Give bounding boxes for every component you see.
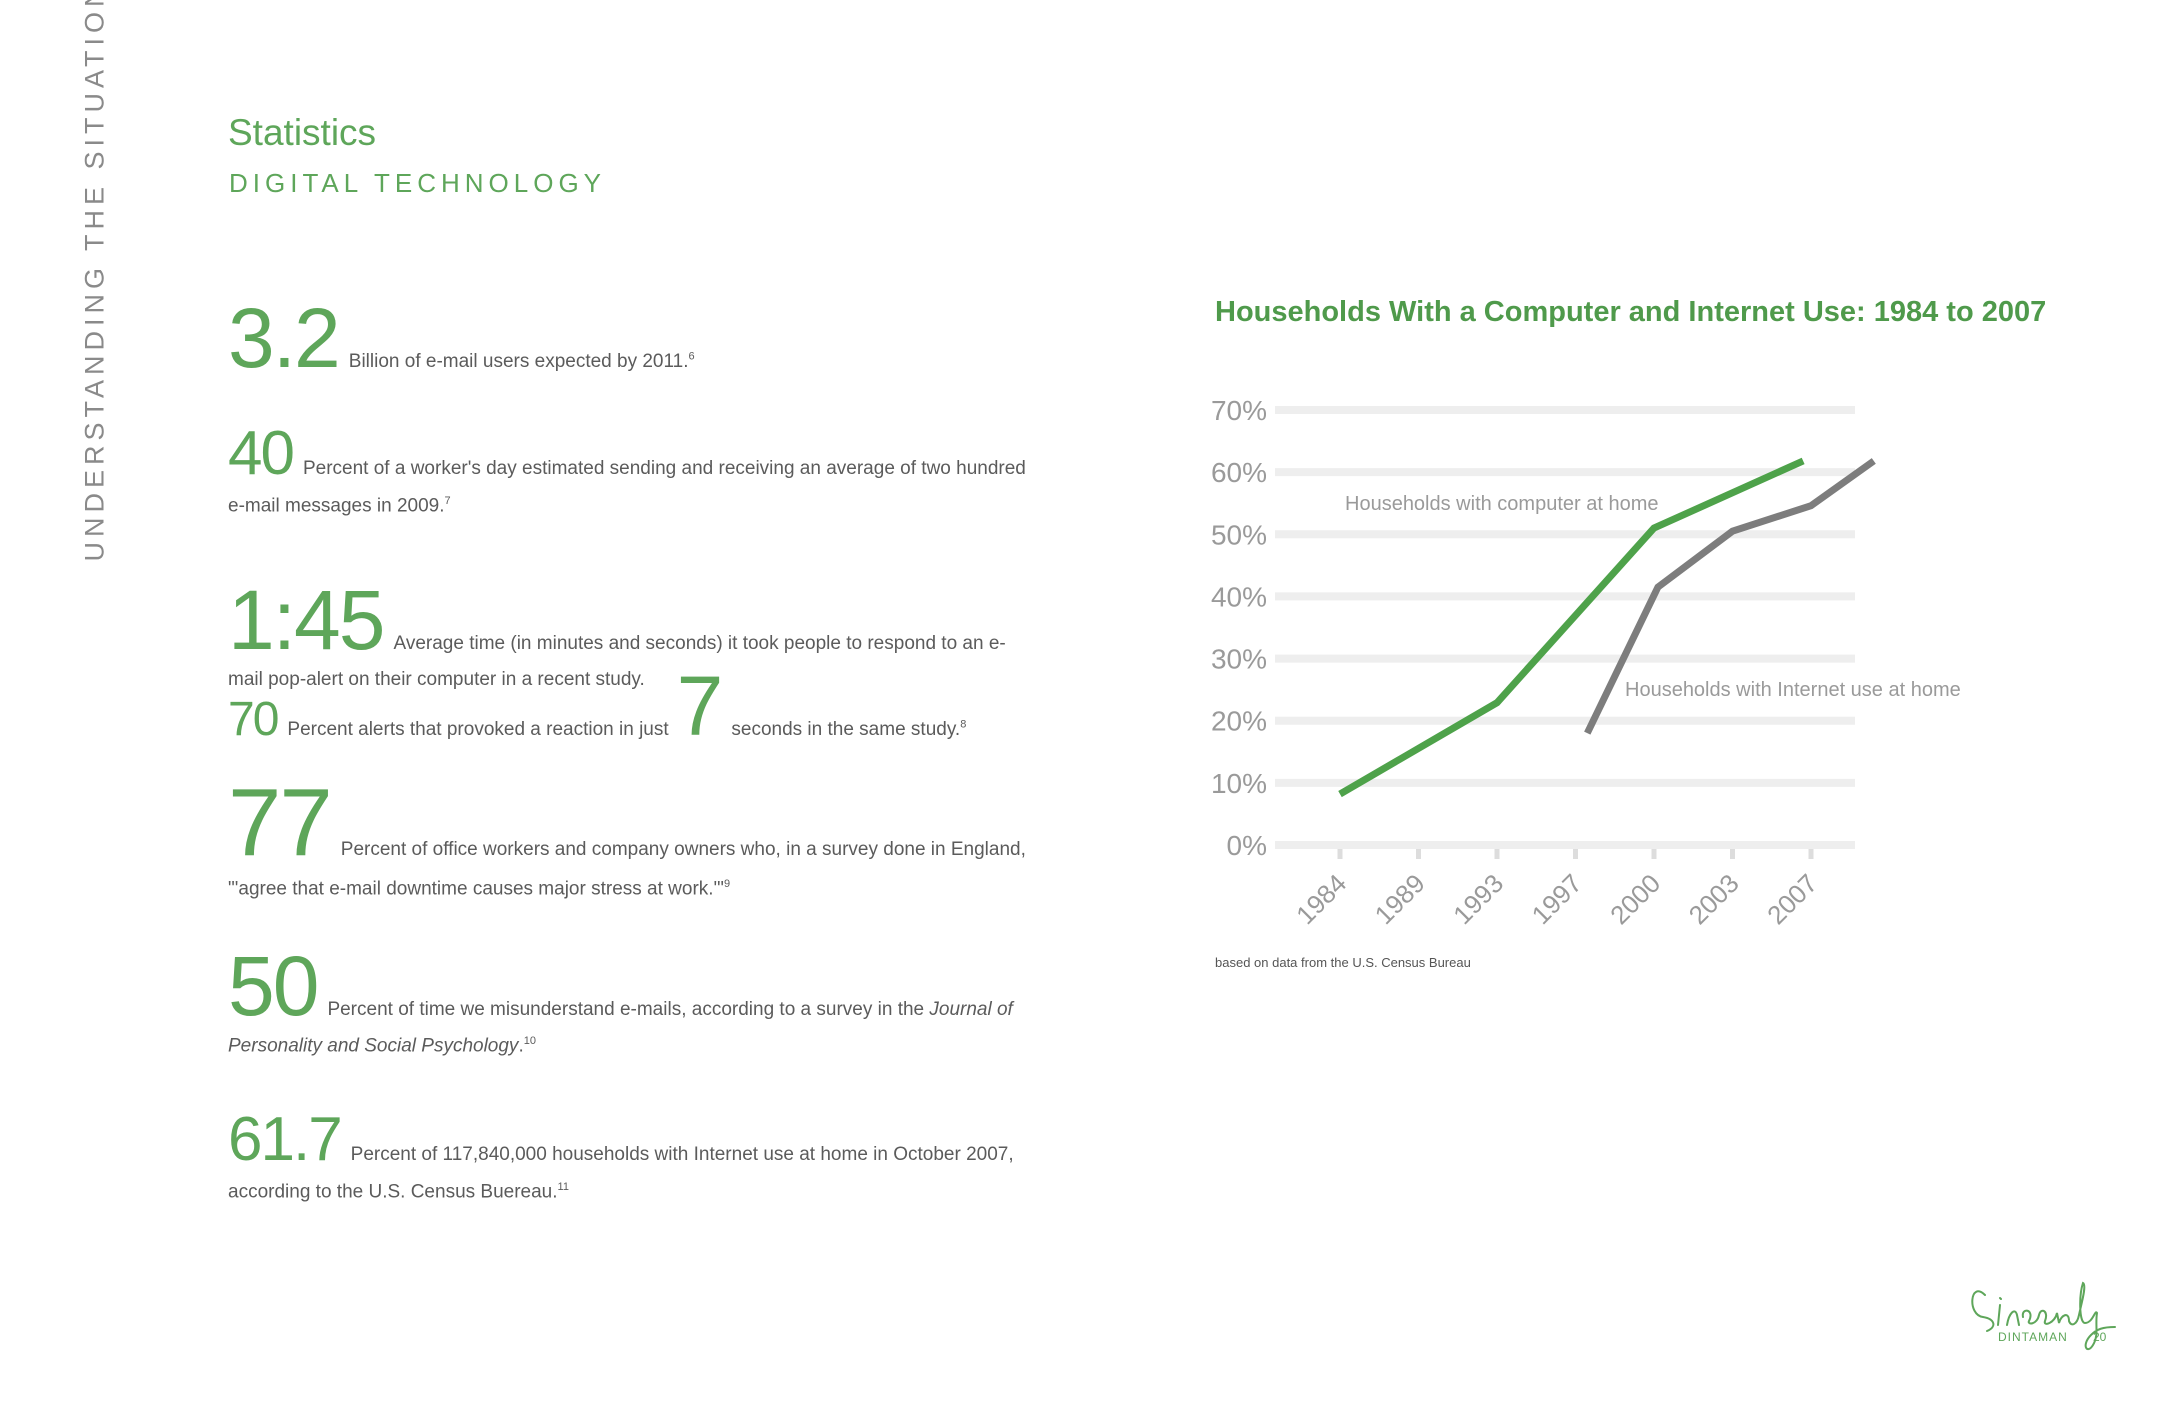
stat-number: 40	[228, 419, 295, 488]
x-tick-label: 1984	[1290, 868, 1352, 930]
stat-text-continued: e-mail messages in 2009.	[228, 495, 445, 517]
stat-text: Percent of a worker's day estimated send…	[302, 458, 1026, 479]
y-tick-label: 70%	[1211, 395, 1267, 426]
line-chart: 0% 10% 20% 30% 40% 50% 60% 70% 1984 1989 1993 1997 2…	[1211, 395, 1961, 930]
y-tick-label: 10%	[1211, 768, 1267, 799]
stat-number: 61.7	[228, 1105, 343, 1174]
stat-item: 61.7 Percent of 117,840,000 households wi…	[228, 1104, 1014, 1203]
stat-text-continued: mail pop-alert on their computer in a re…	[228, 669, 645, 690]
page-heading: Statistics	[228, 112, 377, 153]
series-label: Households with Internet use at home	[1625, 679, 1961, 701]
side-title: UNDERSTANDING THE SITUATION	[79, 0, 110, 562]
footnote-ref: 9	[723, 878, 731, 890]
stat-item: 77 Percent of office workers and company …	[228, 768, 1026, 900]
stat-text-continued: according to the U.S. Census Buereau.	[228, 1181, 558, 1203]
footnote-ref: 10	[523, 1035, 536, 1047]
page-subheading: DIGITAL TECHNOLOGY	[229, 168, 607, 198]
stat-item: 40 Percent of a worker's day estimated se…	[228, 418, 1026, 517]
stat-text-continued: seconds in the same study.	[731, 719, 961, 740]
stat-text: Billion of e-mail users expected by 2011…	[348, 351, 689, 372]
stat-item: 3.2 Billion of e-mail users expected by 2…	[228, 290, 988, 387]
stat-text-continued: "'agree that e-mail downtime causes majo…	[228, 878, 724, 900]
stat-item: 70 Percent alerts that provoked a reactio…	[228, 658, 988, 755]
footnote-ref: 7	[444, 495, 451, 507]
author-name: DINTAMAN	[1998, 1330, 2068, 1344]
signature-logo	[1971, 1281, 2116, 1351]
stat-text: Percent of office workers and company ow…	[340, 839, 1026, 860]
chart-source: based on data from the U.S. Census Burea…	[1215, 955, 1471, 970]
y-tick-label: 0%	[1227, 830, 1267, 861]
series-label: Households with computer at home	[1345, 493, 1659, 515]
stat-number: 3.2	[228, 291, 341, 385]
journal-title-continued: Personality and Social Psychology	[228, 1035, 519, 1057]
x-tick-label: 2007	[1761, 868, 1823, 930]
stat-text: Percent of 117,840,000 households with I…	[350, 1144, 1014, 1165]
series-line	[1584, 458, 1876, 735]
stat-number: 77	[228, 769, 333, 876]
chart-title: Households With a Computer and Internet …	[1215, 296, 2047, 328]
x-tick-label: 2003	[1683, 868, 1745, 930]
stat-item: 50 Percent of time we misunderstand e-mai…	[228, 938, 1013, 1057]
x-tick-label: 2000	[1604, 868, 1666, 930]
stat-text-continued: .	[518, 1035, 524, 1057]
page-number: 20	[2093, 1330, 2107, 1344]
y-tick-label: 30%	[1211, 644, 1267, 675]
journal-title: Journal of	[929, 999, 1013, 1020]
stat-text: Percent of time we misunderstand e-mails…	[327, 999, 925, 1020]
y-tick-label: 20%	[1211, 706, 1267, 737]
stat-number: 70	[228, 693, 279, 746]
x-tick-label: 1997	[1526, 868, 1588, 930]
stat-number: 1:45	[228, 573, 385, 667]
series-line	[1338, 457, 1805, 798]
x-tick-label: 1993	[1447, 868, 1509, 930]
stat-text: Average time (in minutes and seconds) it…	[393, 633, 1006, 654]
footnote-ref: 11	[557, 1181, 569, 1193]
stat-text: Percent alerts that provoked a reaction …	[287, 719, 669, 740]
stat-number: 50	[228, 939, 319, 1033]
y-tick-label: 40%	[1211, 581, 1267, 612]
footnote-ref: 8	[960, 718, 967, 731]
x-tick-label: 1989	[1369, 868, 1431, 930]
stat-number-secondary: 7	[676, 659, 724, 753]
y-tick-label: 50%	[1211, 519, 1267, 550]
stat-item: 1:45 Average time (in minutes and seconds…	[228, 572, 1006, 691]
footnote-ref: 6	[688, 350, 695, 363]
y-tick-label: 60%	[1211, 457, 1267, 488]
